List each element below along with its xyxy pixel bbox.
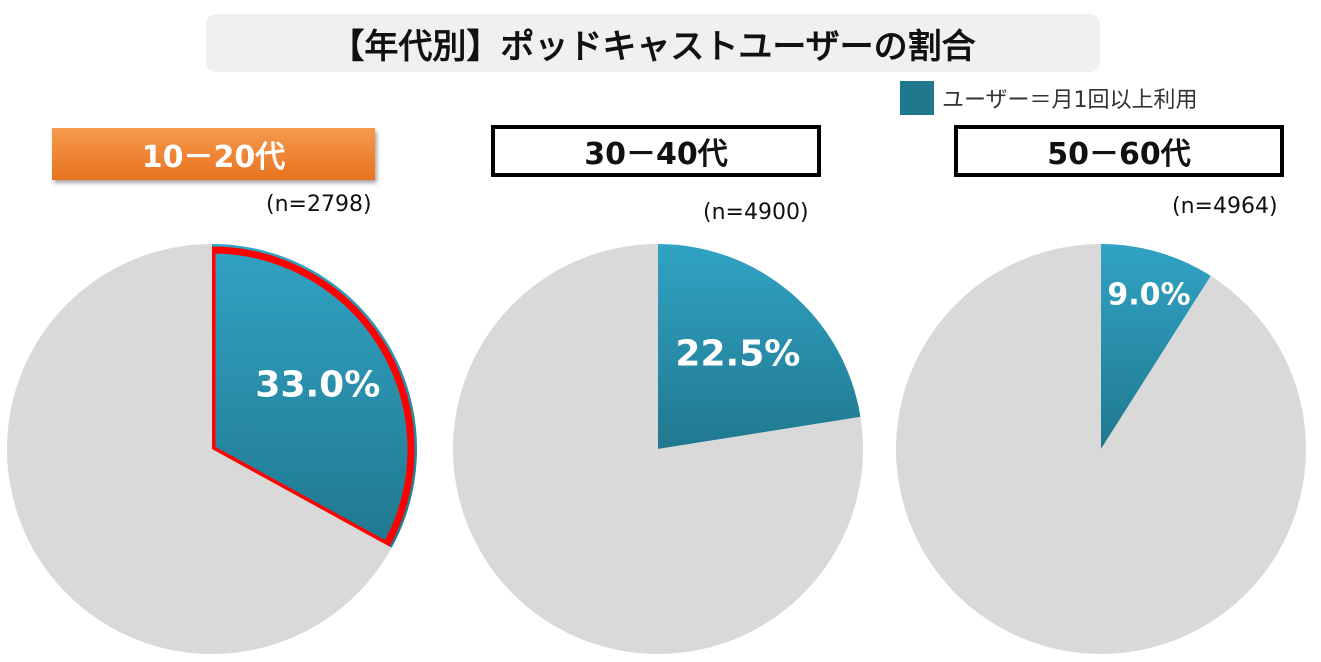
pie-data-label-2: 9.0%	[1107, 278, 1190, 313]
sample-size-10-20: (n=2798)	[266, 192, 372, 217]
pie-data-label-0: 33.0%	[255, 364, 380, 405]
age-label-50-60: 50－60代	[954, 125, 1284, 177]
legend: ユーザー＝月1回以上利用	[900, 80, 1198, 116]
sample-size-50-60: (n=4964)	[1172, 194, 1278, 219]
pie-slice-other-1	[453, 244, 864, 654]
pie-data-label-1: 22.5%	[675, 333, 800, 374]
chart-title: 【年代別】ポッドキャストユーザーの割合	[206, 14, 1100, 72]
legend-swatch-icon	[900, 81, 934, 115]
legend-label: ユーザー＝月1回以上利用	[942, 88, 1198, 113]
pie-2: 9.0%	[896, 244, 1306, 654]
pie-slice-other-0	[7, 244, 392, 654]
sample-size-30-40: (n=4900)	[703, 200, 809, 225]
highlight-outline-0	[208, 246, 415, 550]
pie-slice-user-2	[1101, 244, 1211, 449]
age-label-30-40: 30－40代	[491, 125, 821, 177]
pie-0: 33.0%	[7, 244, 418, 654]
pie-slice-other-2	[896, 244, 1306, 654]
pie-slice-user-1	[658, 244, 861, 449]
pie-1: 22.5%	[453, 244, 864, 654]
age-label-10-20: 10－20代	[52, 128, 375, 180]
